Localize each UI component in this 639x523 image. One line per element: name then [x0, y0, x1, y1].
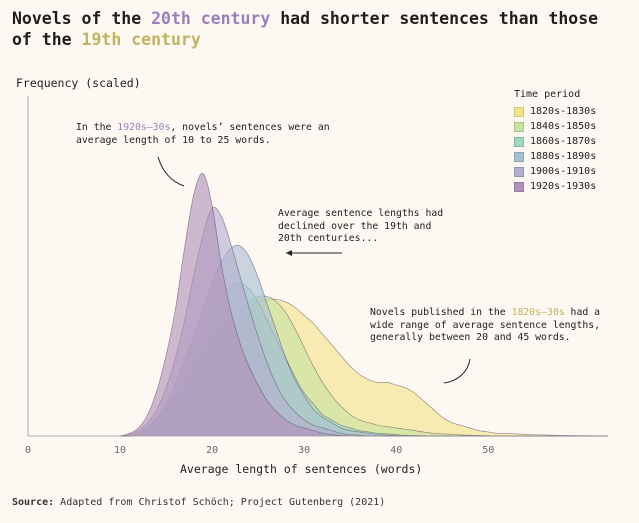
legend-item-1880s-1890s: 1880s-1890s: [514, 149, 596, 164]
legend-item-1820s-1830s: 1820s-1830s: [514, 104, 596, 119]
x-tick-label-10: 10: [114, 445, 126, 456]
x-tick-label-40: 40: [390, 445, 402, 456]
legend-item-1900s-1910s: 1900s-1910s: [514, 164, 596, 179]
x-tick-label-30: 30: [298, 445, 310, 456]
annotation-1820s: Novels published in the 1820s–30s had a …: [370, 307, 601, 343]
legend-label: 1920s-1930s: [530, 181, 597, 192]
x-tick-label-50: 50: [482, 445, 494, 456]
source-text: Adapted from Christof Schöch; Project Gu…: [54, 497, 386, 508]
legend-label: 1820s-1830s: [530, 106, 597, 117]
source-note: Source: Adapted from Christof Schöch; Pr…: [12, 497, 385, 508]
x-tick-label-20: 20: [206, 445, 218, 456]
x-axis-label: Average length of sentences (words): [180, 462, 423, 476]
legend-label: 1900s-1910s: [530, 166, 597, 177]
legend-swatch: [514, 136, 524, 147]
legend-swatch: [514, 151, 524, 162]
x-axis-ticks: 0 10 20 30 40 50: [25, 445, 494, 456]
legend-label: 1860s-1870s: [530, 136, 597, 147]
density-areas: [120, 172, 608, 437]
legend-item-1920s-1930s: 1920s-1930s: [514, 179, 596, 194]
title-text-1: Novels of the: [12, 9, 152, 28]
y-axis-label: Frequency (scaled): [16, 76, 141, 90]
annotation-arrow: [286, 250, 342, 256]
legend-item-1840s-1850s: 1840s-1850s: [514, 119, 596, 134]
legend-item-1860s-1870s: 1860s-1870s: [514, 134, 596, 149]
legend-swatch: [514, 121, 524, 132]
title-text-2: had shorter sentences than those of the: [12, 9, 599, 49]
chart-title: Novels of the 20th century had shorter s…: [12, 8, 612, 50]
source-label: Source:: [12, 497, 55, 508]
annotation-connector-1920s: [157, 156, 185, 187]
legend-title: Time period: [514, 89, 581, 100]
annotation-connector-1820s: [443, 358, 471, 384]
x-tick-label-0: 0: [25, 445, 31, 456]
annotation-1920s: In the 1920s–30s, novels’ sentences were…: [76, 122, 330, 146]
annotation-decline: Average sentence lengths had declined ov…: [278, 208, 444, 244]
legend-label: 1840s-1850s: [530, 121, 597, 132]
legend-label: 1880s-1890s: [530, 151, 597, 162]
title-highlight-19th: 19th century: [81, 30, 201, 49]
legend-swatch: [514, 106, 524, 117]
area-series-1920s-1930s: [120, 173, 608, 436]
legend: Time period 1820s-1830s 1840s-1850s 1860s-…: [514, 89, 596, 194]
legend-swatch: [514, 181, 524, 192]
legend-swatch: [514, 166, 524, 177]
title-highlight-20th: 20th century: [151, 9, 271, 28]
